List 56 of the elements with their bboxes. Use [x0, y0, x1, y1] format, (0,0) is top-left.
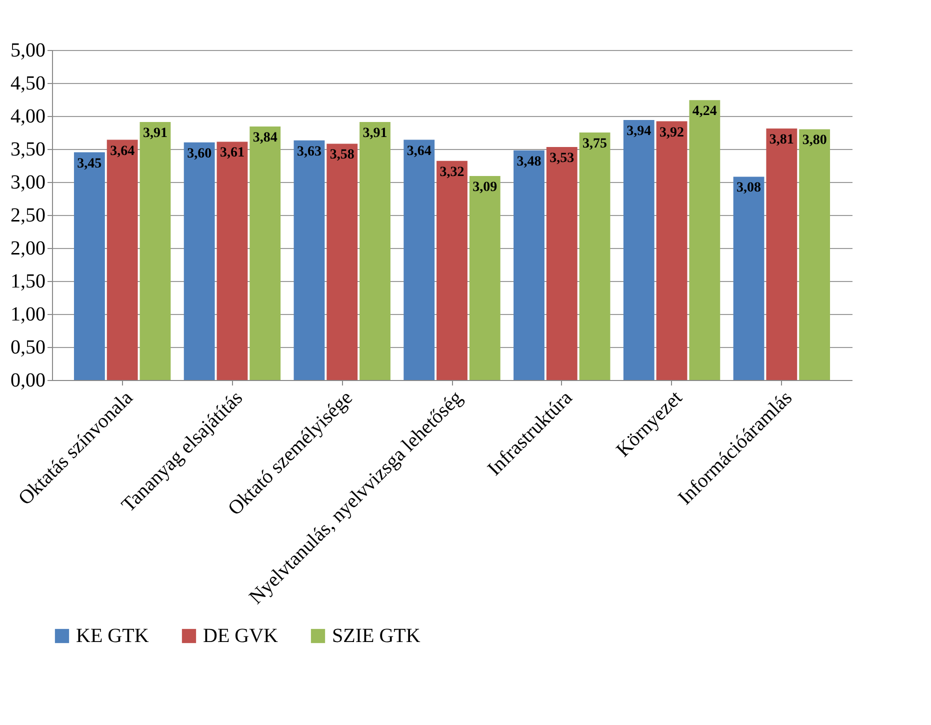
data-label: 3,45 — [77, 156, 102, 172]
bar — [106, 140, 138, 380]
data-label: 3,09 — [472, 180, 498, 196]
data-label: 3,64 — [110, 144, 135, 159]
y-tick-label: 4,50 — [10, 72, 46, 94]
bar — [360, 122, 390, 380]
bar — [514, 150, 544, 380]
bar — [733, 176, 764, 380]
bar — [689, 100, 720, 380]
bar — [404, 140, 435, 380]
y-tick-label: 1,00 — [10, 304, 46, 326]
data-label: 3,53 — [550, 151, 574, 166]
bar — [623, 120, 654, 380]
data-label: 3,94 — [626, 124, 652, 139]
y-tick-label: 2,00 — [10, 238, 46, 260]
bar — [250, 126, 281, 380]
bar — [216, 142, 248, 380]
bar — [799, 129, 830, 380]
legend-label: DE GVK — [203, 625, 279, 647]
y-tick-label: 0,50 — [10, 336, 46, 358]
data-label: 4,24 — [692, 104, 717, 120]
y-tick-label: 3,50 — [10, 138, 46, 160]
bar — [546, 147, 578, 380]
y-tick-label: 5,00 — [10, 40, 46, 62]
data-label: 3,81 — [769, 132, 794, 148]
data-label: 3,75 — [582, 136, 608, 152]
bar — [469, 176, 500, 380]
data-label: 3,91 — [142, 126, 168, 141]
data-label: 3,58 — [330, 148, 354, 163]
data-label: 3,60 — [187, 146, 212, 162]
bar — [184, 142, 215, 380]
bar — [656, 121, 688, 380]
data-label: 3,48 — [516, 154, 542, 170]
bar — [766, 128, 798, 380]
y-tick-label: 0,00 — [10, 370, 46, 392]
data-label: 3,08 — [736, 180, 762, 196]
legend-label: SZIE GTK — [332, 625, 421, 647]
bar — [326, 144, 358, 380]
data-label: 3,61 — [220, 146, 244, 161]
data-label: 3,84 — [252, 130, 278, 146]
bar — [294, 140, 325, 380]
legend-label: KE GTK — [76, 625, 150, 647]
y-tick-label: 1,50 — [10, 270, 46, 292]
bar — [140, 122, 171, 380]
y-tick-label: 3,00 — [10, 172, 46, 194]
data-label: 3,63 — [296, 144, 322, 160]
bar — [579, 132, 610, 380]
y-tick-label: 4,00 — [10, 106, 46, 128]
data-label: 3,80 — [802, 133, 827, 148]
data-label: 3,92 — [660, 125, 684, 140]
data-label: 3,64 — [406, 144, 432, 159]
bar — [436, 160, 468, 380]
data-label: 3,32 — [440, 164, 464, 180]
bar — [74, 152, 105, 380]
data-label: 3,91 — [362, 126, 388, 141]
y-tick-label: 2,50 — [10, 204, 46, 226]
